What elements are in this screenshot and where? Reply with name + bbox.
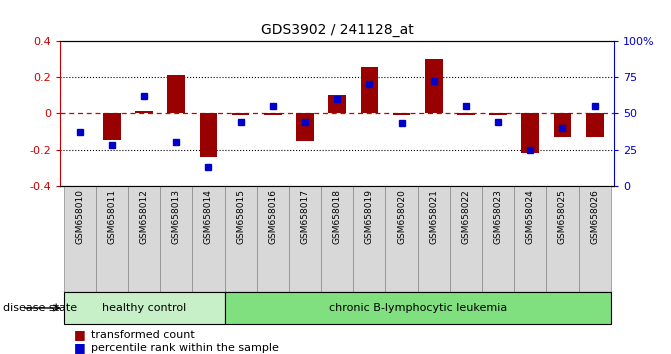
Text: chronic B-lymphocytic leukemia: chronic B-lymphocytic leukemia (329, 303, 507, 313)
Bar (385, 186, 417, 292)
Bar (296, 113, 314, 141)
Bar (103, 113, 121, 141)
Bar (231, 113, 250, 115)
Text: percentile rank within the sample: percentile rank within the sample (91, 343, 278, 353)
Text: GSM658023: GSM658023 (494, 189, 503, 244)
Bar (450, 186, 482, 292)
Text: ■: ■ (74, 328, 86, 341)
Bar (578, 186, 611, 292)
Text: GSM658011: GSM658011 (107, 189, 116, 244)
Bar (225, 292, 611, 324)
Bar (489, 113, 507, 115)
Text: GSM658017: GSM658017 (301, 189, 309, 244)
Text: GSM658020: GSM658020 (397, 189, 406, 244)
Text: GSM658012: GSM658012 (140, 189, 148, 244)
Text: GSM658025: GSM658025 (558, 189, 567, 244)
Text: GSM658014: GSM658014 (204, 189, 213, 244)
Bar (225, 186, 257, 292)
Text: disease state: disease state (3, 303, 77, 313)
Bar (289, 186, 321, 292)
Bar (586, 113, 603, 137)
Bar (425, 59, 443, 113)
Bar (136, 112, 153, 113)
Title: GDS3902 / 241128_at: GDS3902 / 241128_at (261, 23, 413, 37)
Text: healthy control: healthy control (102, 303, 186, 313)
Bar (264, 113, 282, 115)
Bar (321, 186, 353, 292)
Bar (199, 113, 217, 157)
Bar (64, 186, 96, 292)
Text: transformed count: transformed count (91, 330, 195, 339)
Text: GSM658026: GSM658026 (590, 189, 599, 244)
Text: GSM658018: GSM658018 (333, 189, 342, 244)
Text: GSM658010: GSM658010 (75, 189, 84, 244)
Bar (96, 186, 128, 292)
Bar (521, 113, 539, 153)
Bar (353, 186, 385, 292)
Text: GSM658022: GSM658022 (462, 189, 470, 244)
Bar (360, 67, 378, 113)
Bar (257, 186, 289, 292)
Text: GSM658015: GSM658015 (236, 189, 245, 244)
Text: GSM658021: GSM658021 (429, 189, 438, 244)
Text: GSM658019: GSM658019 (365, 189, 374, 244)
Bar (64, 292, 225, 324)
Bar (193, 186, 225, 292)
Bar (546, 186, 578, 292)
Bar (128, 186, 160, 292)
Text: GSM658016: GSM658016 (268, 189, 277, 244)
Bar (417, 186, 450, 292)
Text: GSM658024: GSM658024 (526, 189, 535, 244)
Bar (482, 186, 514, 292)
Bar (167, 75, 185, 113)
Bar (393, 113, 411, 115)
Text: ■: ■ (74, 341, 86, 354)
Bar (457, 113, 475, 115)
Bar (160, 186, 193, 292)
Bar (328, 95, 346, 113)
Bar (514, 186, 546, 292)
Bar (554, 113, 571, 137)
Text: GSM658013: GSM658013 (172, 189, 180, 244)
